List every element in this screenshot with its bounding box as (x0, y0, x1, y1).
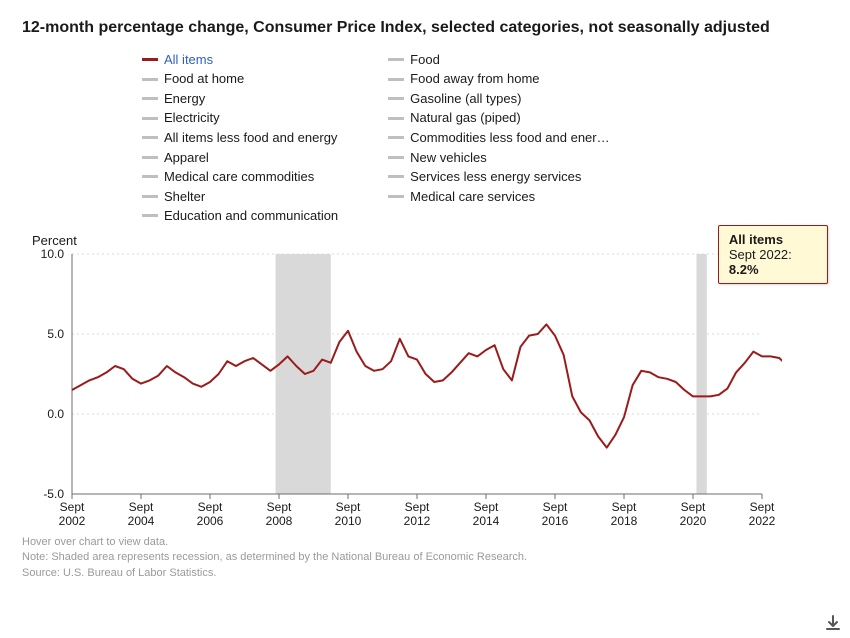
legend-swatch (142, 117, 158, 120)
legend-item[interactable]: Services less energy services (388, 168, 609, 186)
svg-text:2016: 2016 (542, 514, 569, 528)
legend-swatch (142, 97, 158, 100)
svg-text:2014: 2014 (473, 514, 500, 528)
svg-text:Sept: Sept (405, 500, 430, 514)
svg-text:-5.0: -5.0 (43, 487, 64, 501)
tooltip-date: Sept 2022 (729, 247, 788, 262)
svg-text:Sept: Sept (681, 500, 706, 514)
legend-label: Energy (164, 90, 205, 108)
legend-swatch (388, 97, 404, 100)
legend-item[interactable]: Food (388, 51, 609, 69)
legend-label: New vehicles (410, 149, 487, 167)
legend-label: Shelter (164, 188, 205, 206)
svg-text:Sept: Sept (750, 500, 775, 514)
chart-footer: Hover over chart to view data. Note: Sha… (22, 535, 828, 581)
legend-item[interactable]: All items less food and energy (142, 129, 338, 147)
svg-text:2022: 2022 (749, 514, 776, 528)
svg-text:2006: 2006 (197, 514, 224, 528)
legend-swatch (142, 195, 158, 198)
legend-item[interactable]: New vehicles (388, 149, 609, 167)
legend-item[interactable]: Natural gas (piped) (388, 109, 609, 127)
legend-label: Electricity (164, 109, 220, 127)
legend-swatch (388, 156, 404, 159)
legend-left-column: All itemsFood at home EnergyElectricity Al… (142, 51, 338, 225)
legend-item[interactable]: Shelter (142, 188, 338, 206)
legend-swatch (388, 175, 404, 178)
chart-title: 12-month percentage change, Consumer Pri… (22, 18, 828, 39)
legend-swatch (388, 136, 404, 139)
legend-swatch (388, 195, 404, 198)
legend-swatch (388, 58, 404, 61)
legend-item[interactable]: Gasoline (all types) (388, 90, 609, 108)
svg-text:Sept: Sept (612, 500, 637, 514)
legend-item[interactable]: Apparel (142, 149, 338, 167)
svg-text:2002: 2002 (59, 514, 86, 528)
legend-swatch (388, 78, 404, 81)
legend-swatch (142, 214, 158, 217)
legend-item[interactable]: Food away from home (388, 70, 609, 88)
legend-item[interactable]: Education and communication (142, 207, 338, 225)
line-chart-svg[interactable]: -5.00.05.010.0Sept2002Sept2004Sept2006Se… (22, 248, 782, 528)
chart-area[interactable]: -5.00.05.010.0Sept2002Sept2004Sept2006Se… (22, 248, 828, 533)
legend: All itemsFood at home EnergyElectricity Al… (142, 51, 828, 225)
tooltip: All items Sept 2022: 8.2% (718, 225, 828, 284)
svg-text:Sept: Sept (267, 500, 292, 514)
legend-label: Food (410, 51, 440, 69)
legend-swatch (142, 156, 158, 159)
tooltip-value: 8.2% (729, 262, 759, 277)
svg-text:Sept: Sept (129, 500, 154, 514)
svg-text:Sept: Sept (60, 500, 85, 514)
svg-text:2010: 2010 (335, 514, 362, 528)
svg-text:2020: 2020 (680, 514, 707, 528)
legend-swatch (142, 58, 158, 61)
legend-swatch (142, 78, 158, 81)
legend-label: Food at home (164, 70, 244, 88)
legend-label: Commodities less food and ener… (410, 129, 609, 147)
legend-item[interactable]: Food at home (142, 70, 338, 88)
legend-label: Gasoline (all types) (410, 90, 521, 108)
svg-text:Sept: Sept (198, 500, 223, 514)
svg-text:5.0: 5.0 (47, 327, 64, 341)
svg-text:2012: 2012 (404, 514, 431, 528)
download-icon[interactable] (824, 614, 842, 632)
legend-label: All items less food and energy (164, 129, 337, 147)
tooltip-series-name: All items (729, 232, 817, 247)
legend-label: Apparel (164, 149, 209, 167)
svg-text:Sept: Sept (474, 500, 499, 514)
legend-label: Medical care commodities (164, 168, 314, 186)
legend-label: Education and communication (164, 207, 338, 225)
svg-text:10.0: 10.0 (41, 248, 65, 261)
legend-right-column: FoodFood away from home Gasoline (all typ… (388, 51, 609, 225)
legend-label: Food away from home (410, 70, 539, 88)
legend-label: All items (164, 51, 213, 69)
legend-item[interactable]: Energy (142, 90, 338, 108)
legend-swatch (142, 136, 158, 139)
legend-item[interactable]: Medical care commodities (142, 168, 338, 186)
legend-label: Natural gas (piped) (410, 109, 521, 127)
legend-label: Services less energy services (410, 168, 581, 186)
legend-swatch (142, 175, 158, 178)
svg-text:0.0: 0.0 (47, 407, 64, 421)
legend-item[interactable]: All items (142, 51, 338, 69)
svg-text:Sept: Sept (543, 500, 568, 514)
svg-text:Sept: Sept (336, 500, 361, 514)
legend-swatch (388, 117, 404, 120)
y-axis-label: Percent (32, 233, 828, 248)
footer-note: Note: Shaded area represents recession, … (22, 550, 828, 565)
legend-item[interactable]: Commodities less food and ener… (388, 129, 609, 147)
legend-item[interactable]: Medical care services (388, 188, 609, 206)
cpi-chart-frame: 12-month percentage change, Consumer Pri… (0, 0, 850, 638)
svg-text:2004: 2004 (128, 514, 155, 528)
legend-item[interactable]: Electricity (142, 109, 338, 127)
footer-source: Source: U.S. Bureau of Labor Statistics. (22, 566, 828, 581)
footer-hover-hint: Hover over chart to view data. (22, 535, 828, 550)
tooltip-detail: Sept 2022: 8.2% (729, 247, 817, 277)
svg-text:2018: 2018 (611, 514, 638, 528)
svg-text:2008: 2008 (266, 514, 293, 528)
legend-label: Medical care services (410, 188, 535, 206)
